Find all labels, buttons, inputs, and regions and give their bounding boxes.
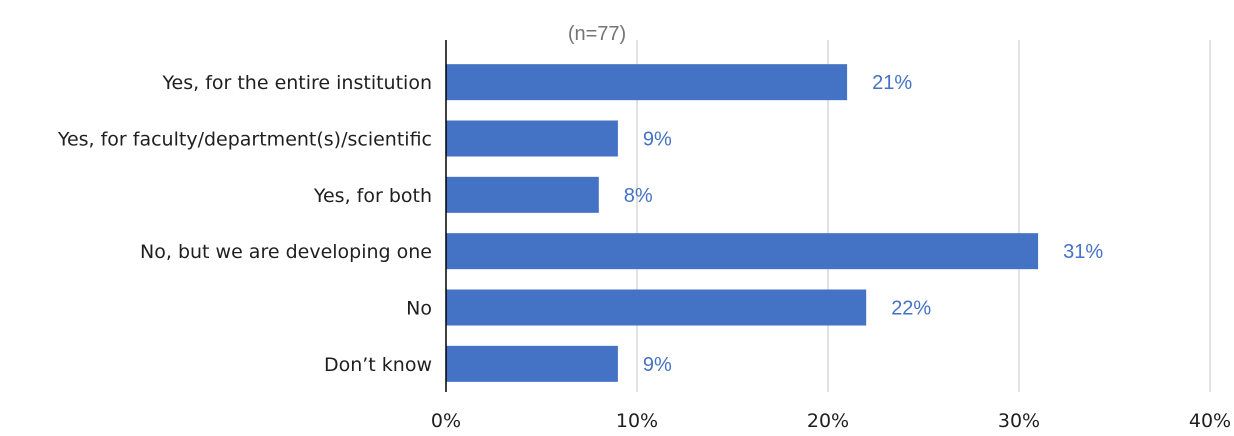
x-tick-label: 0%: [431, 410, 461, 432]
x-tick-label: 40%: [1189, 410, 1231, 432]
x-tick-label: 30%: [998, 410, 1040, 432]
category-label: Yes, for the entire institution: [161, 72, 432, 94]
chart-subtitle: (n=77): [568, 23, 626, 45]
x-tick-label: 10%: [616, 410, 658, 432]
data-labels: 21% 9% 8% 31% 22% 9%: [624, 72, 1104, 376]
category-labels: Yes, for the entire institution Yes, for …: [57, 72, 432, 376]
data-label: 8%: [624, 185, 653, 207]
bar: [446, 289, 867, 326]
data-label: 9%: [643, 354, 672, 376]
bar: [446, 233, 1039, 270]
data-label: 22%: [891, 298, 931, 320]
x-tick-label: 20%: [807, 410, 849, 432]
x-tick-labels: 0% 10% 20% 30% 40%: [431, 410, 1231, 432]
category-label: Yes, for both: [313, 185, 432, 207]
category-label: No: [406, 298, 432, 320]
bar: [446, 64, 848, 101]
data-label: 9%: [643, 129, 672, 151]
bar: [446, 176, 599, 213]
bar: [446, 345, 618, 382]
category-label: Yes, for faculty/department(s)/scientifi…: [57, 129, 432, 151]
category-label: No, but we are developing one: [140, 241, 432, 263]
bar: [446, 120, 618, 157]
bars: [446, 64, 1039, 382]
category-label: Don’t know: [324, 354, 432, 376]
data-label: 21%: [872, 72, 912, 94]
data-label: 31%: [1063, 241, 1103, 263]
